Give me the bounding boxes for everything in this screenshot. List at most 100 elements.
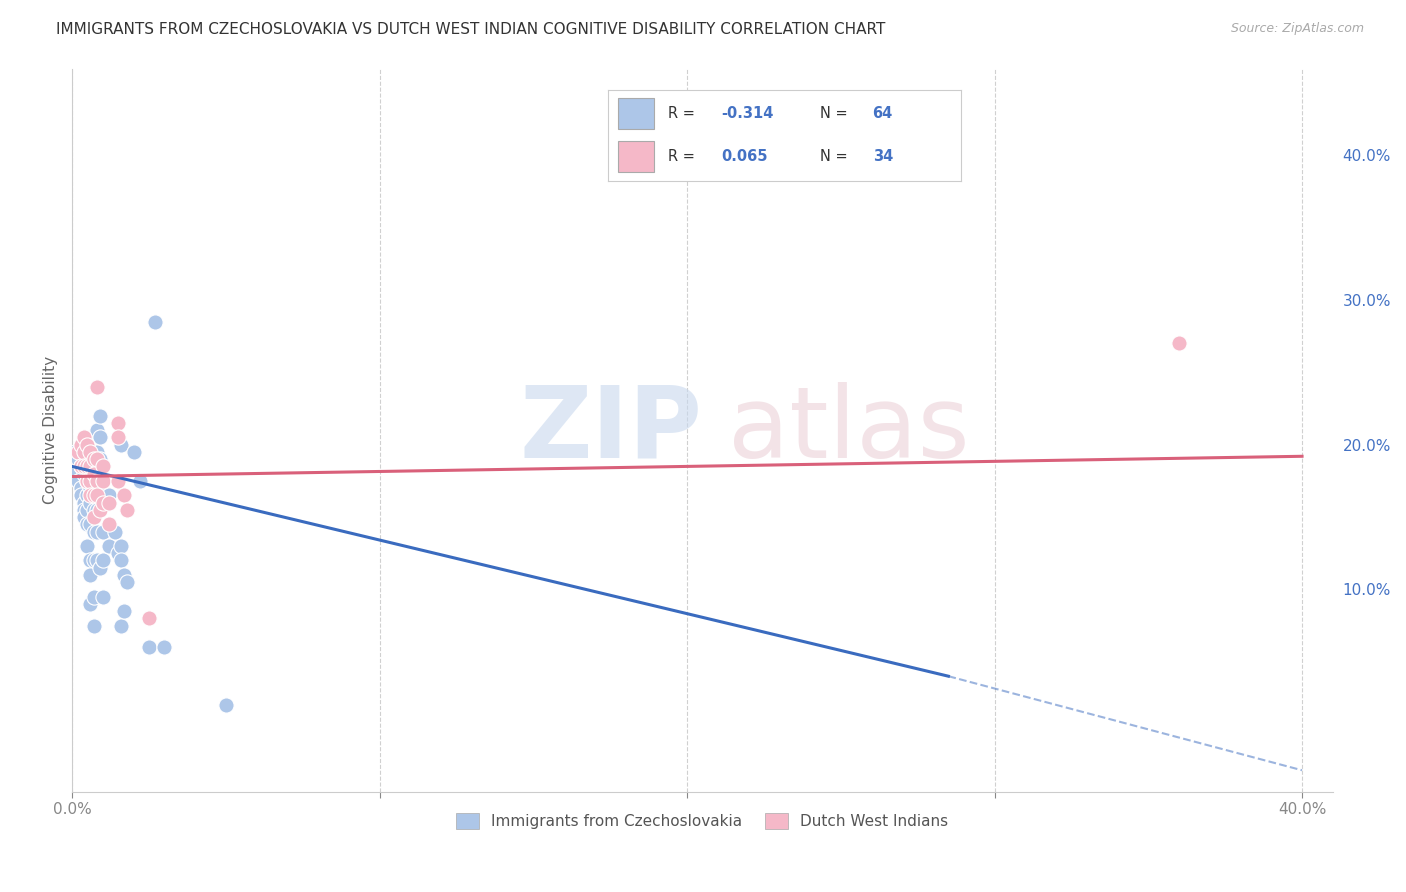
Point — [104, 524, 127, 539]
Point — [76, 488, 98, 502]
Point — [67, 474, 90, 488]
Point — [86, 380, 108, 394]
Point — [76, 438, 98, 452]
Point — [107, 474, 129, 488]
Point — [83, 488, 105, 502]
Point — [89, 481, 111, 495]
Point — [112, 568, 135, 582]
Point — [110, 438, 132, 452]
Point — [79, 445, 101, 459]
Point — [107, 416, 129, 430]
Point — [86, 474, 108, 488]
Point — [91, 459, 114, 474]
Point — [117, 503, 139, 517]
Text: Source: ZipAtlas.com: Source: ZipAtlas.com — [1230, 22, 1364, 36]
Point — [67, 452, 90, 467]
Point — [122, 445, 145, 459]
Point — [79, 452, 101, 467]
Point — [73, 510, 96, 524]
Point — [70, 488, 93, 502]
Point — [107, 430, 129, 444]
Point — [89, 503, 111, 517]
Point — [76, 503, 98, 517]
Point — [79, 568, 101, 582]
Point — [83, 452, 105, 467]
Point — [97, 488, 120, 502]
Point — [83, 590, 105, 604]
Point — [91, 474, 114, 488]
Point — [86, 488, 108, 502]
Text: ZIP: ZIP — [520, 382, 703, 479]
Point — [86, 445, 108, 459]
Point — [107, 546, 129, 560]
Point — [86, 452, 108, 467]
Point — [86, 503, 108, 517]
Point — [79, 474, 101, 488]
Point — [215, 698, 238, 713]
Point — [83, 503, 105, 517]
Point — [86, 423, 108, 437]
Point — [110, 539, 132, 553]
Point — [76, 474, 98, 488]
Point — [128, 474, 150, 488]
Point — [91, 524, 114, 539]
Y-axis label: Cognitive Disability: Cognitive Disability — [44, 356, 58, 504]
Point — [89, 452, 111, 467]
Point — [83, 618, 105, 632]
Point — [79, 481, 101, 495]
Point — [76, 539, 98, 553]
Text: atlas: atlas — [728, 382, 969, 479]
Point — [76, 445, 98, 459]
Point — [73, 495, 96, 509]
Point — [79, 553, 101, 567]
Point — [70, 481, 93, 495]
Text: IMMIGRANTS FROM CZECHOSLOVAKIA VS DUTCH WEST INDIAN COGNITIVE DISABILITY CORRELA: IMMIGRANTS FROM CZECHOSLOVAKIA VS DUTCH … — [56, 22, 886, 37]
Point — [73, 445, 96, 459]
Point — [89, 430, 111, 444]
Point — [89, 409, 111, 423]
Point — [67, 445, 90, 459]
Legend: Immigrants from Czechoslovakia, Dutch West Indians: Immigrants from Czechoslovakia, Dutch We… — [450, 806, 955, 835]
Point — [91, 495, 114, 509]
Point — [83, 524, 105, 539]
Point — [83, 467, 105, 481]
Point — [1168, 336, 1191, 351]
Point — [86, 553, 108, 567]
Point — [97, 539, 120, 553]
Point — [83, 553, 105, 567]
Point — [76, 517, 98, 532]
Point — [83, 510, 105, 524]
Point — [79, 488, 101, 502]
Point — [110, 553, 132, 567]
Point — [138, 611, 160, 625]
Point — [79, 459, 101, 474]
Point — [79, 597, 101, 611]
Point — [70, 438, 93, 452]
Point — [79, 467, 101, 481]
Point — [91, 590, 114, 604]
Point — [76, 438, 98, 452]
Point — [73, 503, 96, 517]
Point — [70, 459, 93, 474]
Point — [83, 474, 105, 488]
Point — [63, 467, 86, 481]
Point — [91, 553, 114, 567]
Point — [117, 575, 139, 590]
Point — [76, 459, 98, 474]
Point — [76, 474, 98, 488]
Point — [89, 560, 111, 574]
Point — [112, 488, 135, 502]
Point — [143, 315, 166, 329]
Point — [86, 524, 108, 539]
Point — [112, 604, 135, 618]
Point — [73, 459, 96, 474]
Point — [76, 459, 98, 474]
Point — [79, 495, 101, 509]
Point — [97, 517, 120, 532]
Point — [73, 467, 96, 481]
Point — [63, 445, 86, 459]
Point — [79, 517, 101, 532]
Point — [83, 445, 105, 459]
Point — [138, 640, 160, 655]
Point — [73, 430, 96, 444]
